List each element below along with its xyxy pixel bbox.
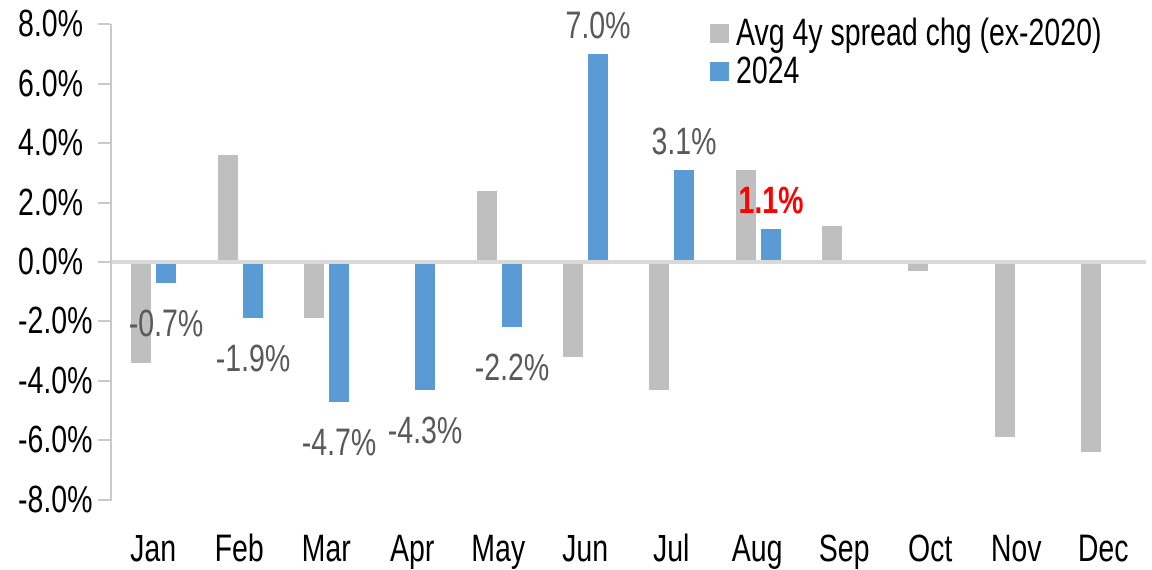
y-tick-label: -8.0% — [18, 478, 93, 521]
legend-item-avg-series: Avg 4y spread chg (ex-2020) — [710, 14, 1152, 52]
bar-avg-jul — [649, 262, 670, 390]
legend-swatch-blue-icon — [710, 61, 729, 81]
y-tick-mark — [98, 201, 110, 204]
data-label-apr: -4.3% — [387, 409, 463, 452]
y-tick-label: -2.0% — [18, 300, 93, 343]
x-tick-label-mar: Mar — [301, 528, 351, 570]
y-tick-mark — [98, 320, 110, 323]
data-label-aug: 1.1% — [738, 180, 803, 223]
legend-label-avg-series: Avg 4y spread chg (ex-2020) — [736, 12, 1102, 54]
data-label-feb: -1.9% — [215, 338, 290, 381]
bar-2024-feb — [242, 262, 263, 319]
y-tick-label: 4.0% — [18, 122, 83, 165]
bar-2024-apr — [415, 262, 436, 390]
y-tick-mark — [98, 379, 110, 382]
y-tick-label: -4.0% — [18, 359, 93, 402]
y-tick-mark — [98, 498, 110, 501]
legend-swatch-gray-icon — [710, 23, 729, 43]
data-label-jan: -0.7% — [128, 302, 204, 345]
bar-2024-jul — [674, 169, 695, 262]
bar-2024-mar — [328, 262, 349, 402]
data-label-mar: -4.7% — [301, 421, 377, 464]
bar-avg-oct — [908, 262, 929, 271]
bar-2024-jun — [587, 54, 608, 262]
x-tick-label-feb: Feb — [214, 528, 265, 570]
y-tick-mark — [98, 142, 110, 145]
y-axis-line — [110, 24, 112, 501]
bar-avg-aug — [735, 169, 756, 262]
x-tick-label-nov: Nov — [991, 528, 1042, 570]
legend: Avg 4y spread chg (ex-2020) 2024 — [710, 14, 1152, 90]
data-label-jul: 3.1% — [651, 120, 717, 163]
y-tick-label: 8.0% — [18, 3, 83, 46]
bar-avg-mar — [303, 262, 324, 319]
x-tick-label-sep: Sep — [818, 528, 870, 570]
bar-avg-may — [476, 190, 497, 262]
data-label-may: -2.2% — [474, 347, 549, 390]
bar-avg-dec — [1080, 262, 1101, 453]
y-tick-label: -6.0% — [18, 419, 93, 462]
y-tick-label: 6.0% — [18, 62, 83, 105]
x-tick-label-jun: Jun — [561, 528, 608, 570]
data-label-jun: 7.0% — [565, 5, 631, 48]
zero-gridline — [110, 260, 1146, 264]
bar-avg-sep — [821, 226, 842, 262]
legend-label-2024-series: 2024 — [736, 50, 800, 92]
y-tick-mark — [98, 261, 110, 263]
bar-avg-nov — [994, 262, 1015, 438]
y-tick-mark — [98, 23, 110, 26]
y-tick-label: 0.0% — [18, 241, 83, 283]
y-tick-mark — [98, 82, 110, 85]
x-tick-label-aug: Aug — [732, 528, 783, 570]
x-tick-label-may: May — [471, 528, 526, 570]
bar-2024-may — [501, 262, 522, 328]
bar-avg-feb — [217, 155, 238, 262]
y-tick-label: 2.0% — [18, 181, 83, 224]
bar-avg-jan — [131, 262, 152, 363]
x-tick-label-jul: Jul — [652, 528, 690, 570]
y-tick-mark — [98, 439, 110, 442]
bar-avg-jun — [562, 262, 583, 358]
x-tick-label-apr: Apr — [389, 528, 435, 570]
x-tick-label-jan: Jan — [130, 528, 177, 570]
bar-2024-jan — [156, 262, 177, 283]
bar-2024-aug — [760, 229, 781, 262]
x-tick-label-oct: Oct — [907, 528, 953, 570]
legend-item-2024-series: 2024 — [710, 52, 1152, 90]
x-tick-label-dec: Dec — [1077, 528, 1129, 570]
